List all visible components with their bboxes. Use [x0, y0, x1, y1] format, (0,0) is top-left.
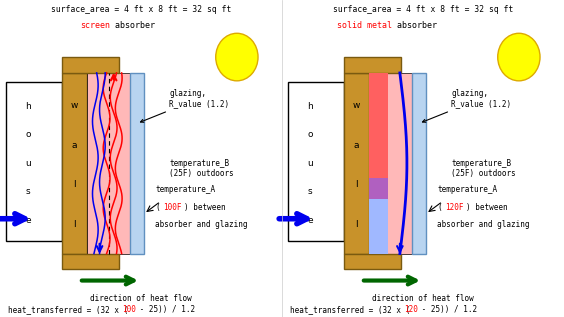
- Circle shape: [498, 33, 540, 81]
- Text: a: a: [354, 141, 359, 150]
- Text: glazing,
R_value (1.2): glazing, R_value (1.2): [140, 89, 230, 122]
- Text: w: w: [353, 101, 360, 110]
- Text: absorber and glazing: absorber and glazing: [437, 220, 530, 229]
- Text: (: (: [437, 203, 442, 212]
- Text: direction of heat flow: direction of heat flow: [372, 294, 474, 303]
- Text: 100F: 100F: [163, 203, 182, 212]
- Text: o: o: [25, 130, 31, 139]
- Text: temperature_B
(25F) outdoors: temperature_B (25F) outdoors: [169, 158, 234, 178]
- Bar: [344, 57, 402, 73]
- Text: h: h: [307, 102, 313, 111]
- Text: ) between: ) between: [466, 203, 508, 212]
- Text: l: l: [355, 180, 358, 190]
- Text: - 25)) / 1.2: - 25)) / 1.2: [417, 305, 477, 314]
- Text: temperature_A: temperature_A: [155, 185, 215, 194]
- Bar: [369, 73, 389, 185]
- Text: (: (: [155, 203, 160, 212]
- Bar: [62, 254, 120, 269]
- Text: ) between: ) between: [184, 203, 226, 212]
- Text: w: w: [71, 101, 78, 110]
- Text: heat_transferred = (32 x (: heat_transferred = (32 x (: [8, 305, 129, 314]
- Bar: [62, 73, 87, 254]
- Text: - 25)) / 1.2: - 25)) / 1.2: [135, 305, 195, 314]
- Text: a: a: [72, 141, 77, 150]
- Text: s: s: [26, 187, 30, 196]
- Text: heat_transferred = (32 x (: heat_transferred = (32 x (: [290, 305, 411, 314]
- Bar: [369, 199, 389, 254]
- Text: surface_area = 4 ft x 8 ft = 32 sq ft: surface_area = 4 ft x 8 ft = 32 sq ft: [333, 5, 513, 14]
- Text: s: s: [308, 187, 312, 196]
- Text: e: e: [307, 216, 313, 225]
- Text: l: l: [355, 220, 358, 229]
- Text: l: l: [73, 180, 76, 190]
- Text: temperature_A: temperature_A: [437, 185, 497, 194]
- Text: absorber and glazing: absorber and glazing: [155, 220, 248, 229]
- Bar: [344, 73, 369, 254]
- Text: screen: screen: [80, 21, 110, 29]
- Text: surface_area = 4 ft x 8 ft = 32 sq ft: surface_area = 4 ft x 8 ft = 32 sq ft: [51, 5, 231, 14]
- Text: solid metal: solid metal: [337, 21, 392, 29]
- Text: direction of heat flow: direction of heat flow: [90, 294, 192, 303]
- Bar: [130, 73, 144, 254]
- Text: temperature_B
(25F) outdoors: temperature_B (25F) outdoors: [451, 158, 516, 178]
- Bar: [288, 82, 344, 241]
- Text: h: h: [25, 102, 31, 111]
- Bar: [344, 254, 402, 269]
- Text: absorber: absorber: [392, 21, 437, 29]
- Bar: [6, 82, 62, 241]
- Bar: [369, 178, 389, 203]
- Text: o: o: [307, 130, 313, 139]
- Text: 120: 120: [404, 305, 418, 314]
- Bar: [87, 73, 130, 254]
- Text: glazing,
R_value (1.2): glazing, R_value (1.2): [422, 89, 512, 122]
- Circle shape: [215, 33, 258, 81]
- Text: 100: 100: [122, 305, 136, 314]
- Text: u: u: [307, 159, 313, 168]
- Bar: [62, 57, 120, 73]
- Text: absorber: absorber: [110, 21, 155, 29]
- Text: 120F: 120F: [445, 203, 464, 212]
- Text: l: l: [73, 220, 76, 229]
- Text: u: u: [25, 159, 31, 168]
- Bar: [369, 73, 412, 254]
- Text: e: e: [25, 216, 31, 225]
- Bar: [412, 73, 426, 254]
